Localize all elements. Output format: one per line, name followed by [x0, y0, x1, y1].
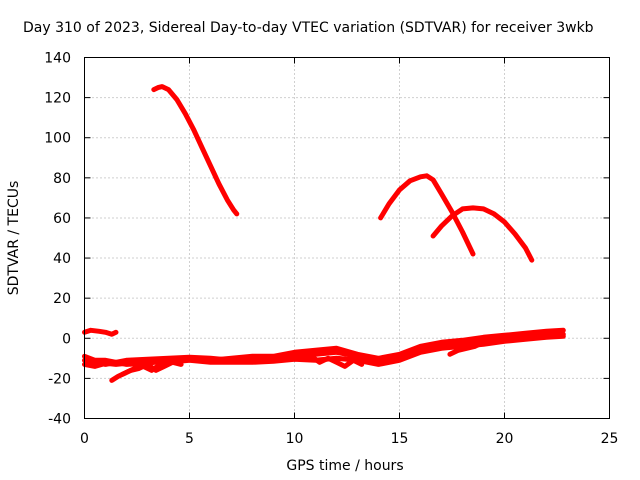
- series-lines: [82, 84, 566, 383]
- chart-title: Day 310 of 2023, Sidereal Day-to-day VTE…: [23, 20, 594, 36]
- axis-ticks: [84, 57, 610, 419]
- series-pass-afternoon-b: [430, 205, 535, 263]
- y-tick-label: 100: [44, 131, 71, 147]
- series-dip-early-2: [119, 359, 184, 377]
- series-rise-late: [447, 337, 503, 357]
- x-axis-label: GPS time / hours: [286, 458, 403, 474]
- y-tick-label: 20: [53, 291, 71, 307]
- y-tick-label: 80: [53, 171, 71, 187]
- y-tick-labels: -40 -20 0 20 40 60 80 100 120 140: [44, 51, 71, 428]
- y-tick-label: 60: [53, 211, 71, 227]
- y-tick-label: -20: [48, 371, 71, 387]
- series-pass-morning-high: [151, 84, 240, 217]
- series-pass-afternoon-a: [378, 173, 476, 257]
- x-tick-label: 15: [391, 431, 409, 447]
- x-tick-labels: 0 5 10 15 20 25: [80, 431, 618, 447]
- y-tick-label: 120: [44, 91, 71, 107]
- x-tick-label: 0: [80, 431, 89, 447]
- y-tick-label: 40: [53, 251, 71, 267]
- x-tick-label: 5: [185, 431, 194, 447]
- x-tick-label: 25: [601, 431, 619, 447]
- x-tick-label: 20: [496, 431, 514, 447]
- y-tick-label: 140: [44, 51, 71, 67]
- series-dip-midday: [300, 349, 365, 369]
- x-tick-label: 10: [286, 431, 304, 447]
- plot-frame: [84, 57, 610, 419]
- y-tick-label: -40: [48, 412, 71, 428]
- y-axis-label: SDTVAR / TECUs: [6, 181, 22, 296]
- series-pass-early-small: [82, 327, 119, 337]
- y-tick-label: 0: [62, 331, 71, 347]
